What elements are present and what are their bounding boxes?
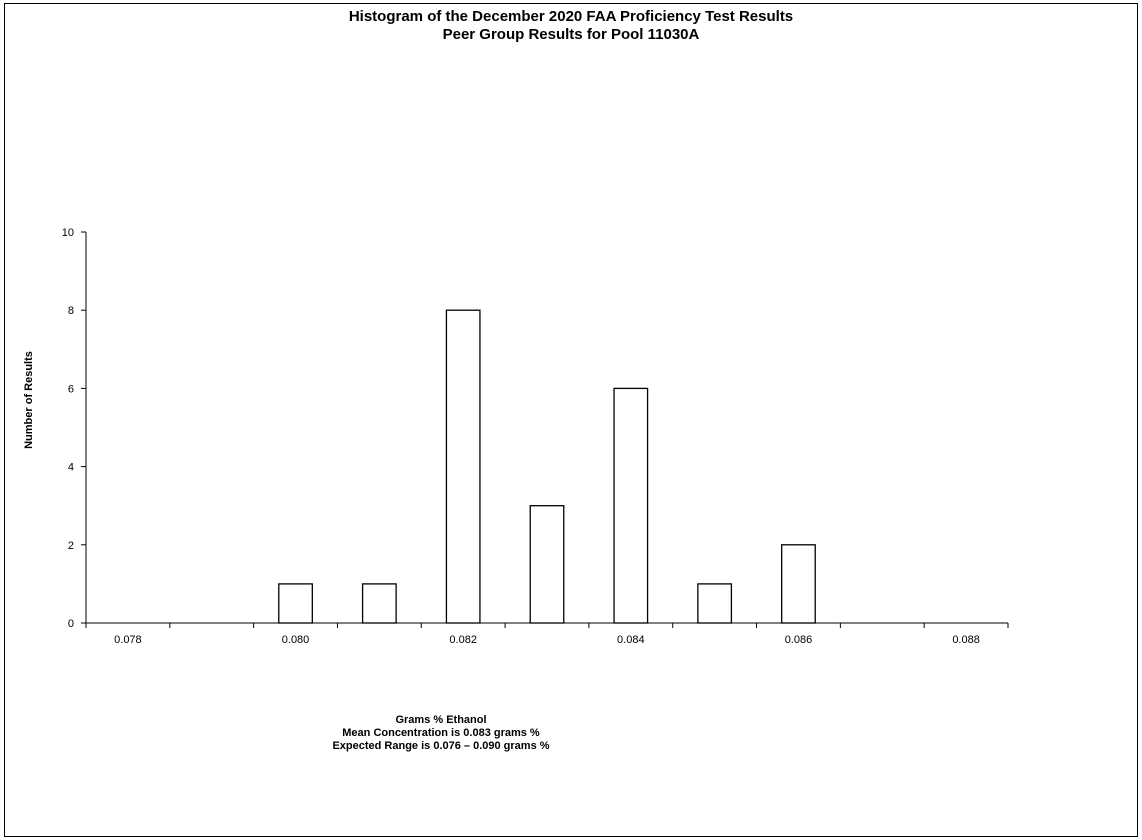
y-tick-label: 10 (62, 227, 74, 239)
y-tick-label: 8 (68, 305, 74, 317)
histogram-bar (613, 387, 649, 624)
x-tick-label: 0.082 (449, 634, 477, 646)
histogram-plot: 0 2 4 6 8 10 0.078 0.080 0.082 0.084 0.086 0.088 (62, 227, 1009, 646)
x-tick-label: 0.084 (617, 634, 645, 646)
histogram-bar (361, 583, 397, 624)
histogram-bar (697, 583, 733, 624)
chart-frame (4, 3, 1138, 837)
histogram-bar (278, 583, 313, 624)
y-tick-label: 0 (68, 618, 74, 630)
histogram-bar (445, 309, 481, 624)
chart-subtitle: Peer Group Results for Pool 11030A (442, 26, 700, 43)
expected-range-note: Expected Range is 0.076 – 0.090 grams % (332, 740, 550, 752)
histogram-bar (781, 544, 816, 624)
y-tick-label: 4 (68, 462, 74, 474)
x-tick-label: 0.078 (114, 634, 142, 646)
x-tick-label: 0.088 (952, 634, 980, 646)
x-axis-label: Grams % Ethanol (395, 714, 487, 726)
y-tick-label: 2 (68, 540, 74, 552)
x-tick-label: 0.080 (282, 634, 310, 646)
histogram-bar (529, 505, 565, 624)
chart-title: Histogram of the December 2020 FAA Profi… (348, 8, 794, 25)
x-tick-label: 0.086 (785, 634, 813, 646)
y-tick-label: 6 (68, 383, 74, 395)
mean-concentration-note: Mean Concentration is 0.083 grams % (342, 727, 540, 739)
